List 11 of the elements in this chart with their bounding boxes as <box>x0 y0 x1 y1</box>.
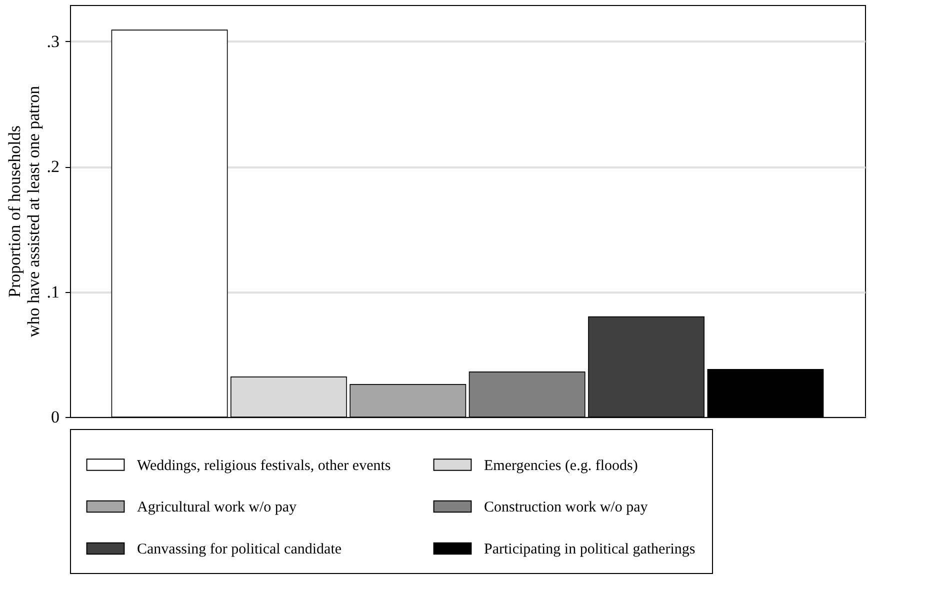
y-tick-label: 0 <box>51 408 60 426</box>
legend-label: Emergencies (e.g. floods) <box>484 458 638 474</box>
y-axis-title: Proportion of households who have assisted at least one patron <box>4 85 43 338</box>
legend-label: Agricultural work w/o pay <box>137 500 298 516</box>
y-tick-label: .3 <box>46 32 60 51</box>
y-tick-label: .1 <box>46 282 60 302</box>
y-tick-label: .2 <box>46 157 60 176</box>
legend-label: Participating in political gatherings <box>484 542 696 558</box>
legend-label: Canvassing for political candidate <box>137 542 342 558</box>
legend-label: Construction work w/o pay <box>484 500 648 516</box>
legend-label: Weddings, religious festivals, other events <box>137 458 391 474</box>
